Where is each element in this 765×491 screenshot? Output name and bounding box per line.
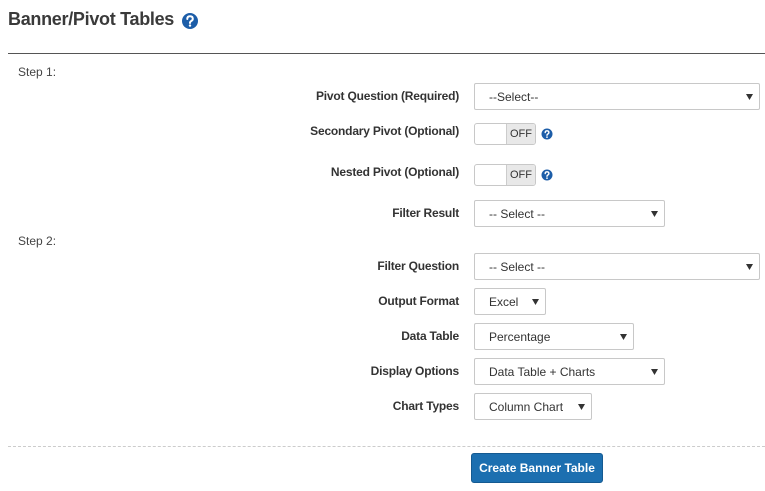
dropdown-arrow [651, 368, 658, 375]
dropdown-value: Data Table + Charts [489, 364, 596, 379]
dropdown[interactable]: -- Select -- [474, 253, 760, 280]
dropdown-arrow [620, 333, 627, 340]
field-label: Filter Question [377, 259, 459, 273]
toggle-switch[interactable]: OFF [474, 164, 536, 186]
dropdown-arrow [651, 210, 658, 217]
dropdown-value: Percentage [489, 329, 551, 344]
help-icon[interactable] [541, 128, 553, 140]
dropdown-value: Column Chart [489, 399, 564, 414]
dropdown[interactable]: Excel [474, 288, 546, 315]
dropdown[interactable]: Data Table + Charts [474, 358, 665, 385]
help-icon[interactable] [541, 169, 553, 181]
dropdown-arrow [746, 263, 753, 270]
field-label: Pivot Question (Required) [315, 89, 459, 103]
footer-rule [8, 446, 765, 447]
field-label: Output Format [378, 294, 459, 308]
dropdown[interactable]: Column Chart [474, 393, 592, 420]
dropdown-value: -- Select -- [489, 206, 546, 221]
toggle-state: OFF [506, 165, 535, 185]
field-label: Nested Pivot (Optional) [330, 165, 459, 179]
dropdown[interactable]: --Select-- [474, 83, 760, 110]
step-label: Step 2: [18, 234, 57, 248]
page-title: Banner/Pivot Tables [8, 9, 175, 29]
field-label: Data Table [401, 329, 459, 343]
dropdown[interactable]: -- Select -- [474, 200, 665, 227]
step-label: Step 1: [18, 65, 57, 79]
field-label: Secondary Pivot (Optional) [310, 124, 459, 138]
dropdown-arrow [746, 93, 753, 100]
help-icon[interactable] [181, 12, 199, 30]
dropdown[interactable]: Percentage [474, 323, 634, 350]
toggle-switch[interactable]: OFF [474, 123, 536, 145]
dropdown-arrow [532, 298, 539, 305]
field-label: Display Options [370, 364, 460, 378]
dropdown-arrow [578, 403, 585, 410]
dropdown-value: --Select-- [489, 89, 539, 104]
header-rule [8, 53, 765, 54]
toggle-state: OFF [506, 124, 535, 144]
field-label: Filter Result [392, 206, 459, 220]
field-label: Chart Types [392, 399, 459, 413]
dropdown-value: Excel [489, 294, 519, 309]
dropdown-value: -- Select -- [489, 259, 546, 274]
create-button[interactable]: Create Banner Table [471, 453, 603, 483]
